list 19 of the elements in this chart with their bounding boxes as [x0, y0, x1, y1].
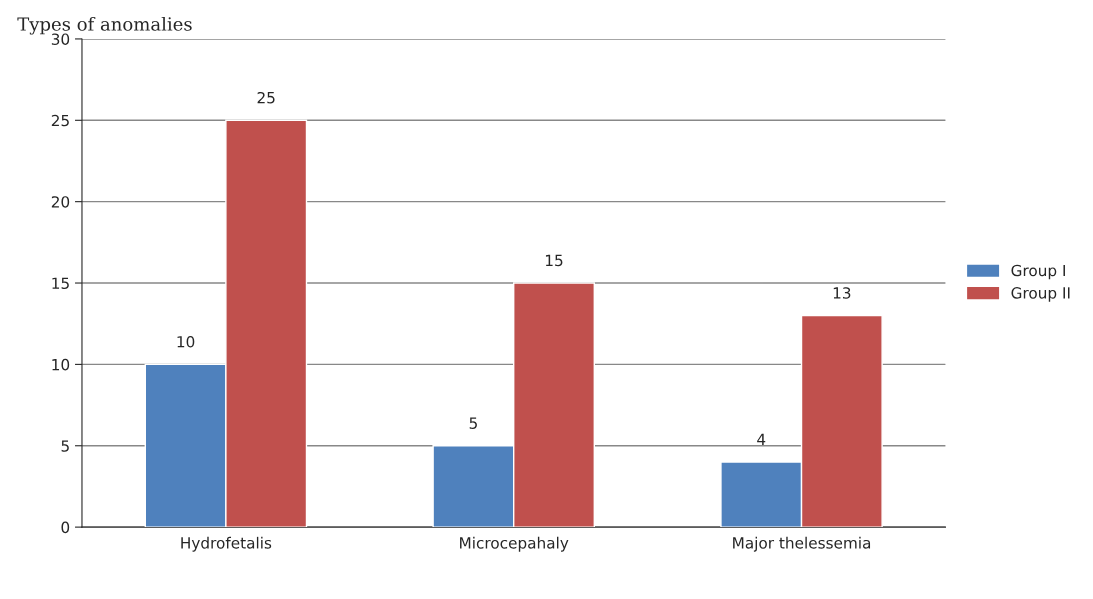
y-tick-label: 15: [52, 277, 69, 290]
legend-label: Group I: [1011, 264, 1065, 280]
data-label: 4: [757, 433, 766, 445]
data-label: 10: [177, 335, 195, 348]
y-tick-label: 0: [61, 521, 70, 534]
y-tick-label: 5: [61, 440, 69, 452]
y-tick-label: 10: [52, 358, 70, 371]
data-label: 15: [545, 254, 563, 267]
legend-label: Group II: [1011, 287, 1070, 302]
x-tick-label: Major thelessemia: [733, 536, 871, 552]
x-tick-label: Hydrofetalis: [181, 536, 272, 552]
x-tick-label: Microcepahaly: [460, 536, 569, 552]
chart-title: Types of anomalies: [17, 16, 192, 35]
y-tick-label: 30: [51, 33, 70, 45]
y-tick-label: 25: [51, 114, 69, 127]
data-label: 5: [469, 417, 477, 429]
data-label: 25: [257, 91, 275, 104]
data-label: 13: [833, 287, 851, 299]
y-tick-label: 20: [51, 196, 70, 208]
